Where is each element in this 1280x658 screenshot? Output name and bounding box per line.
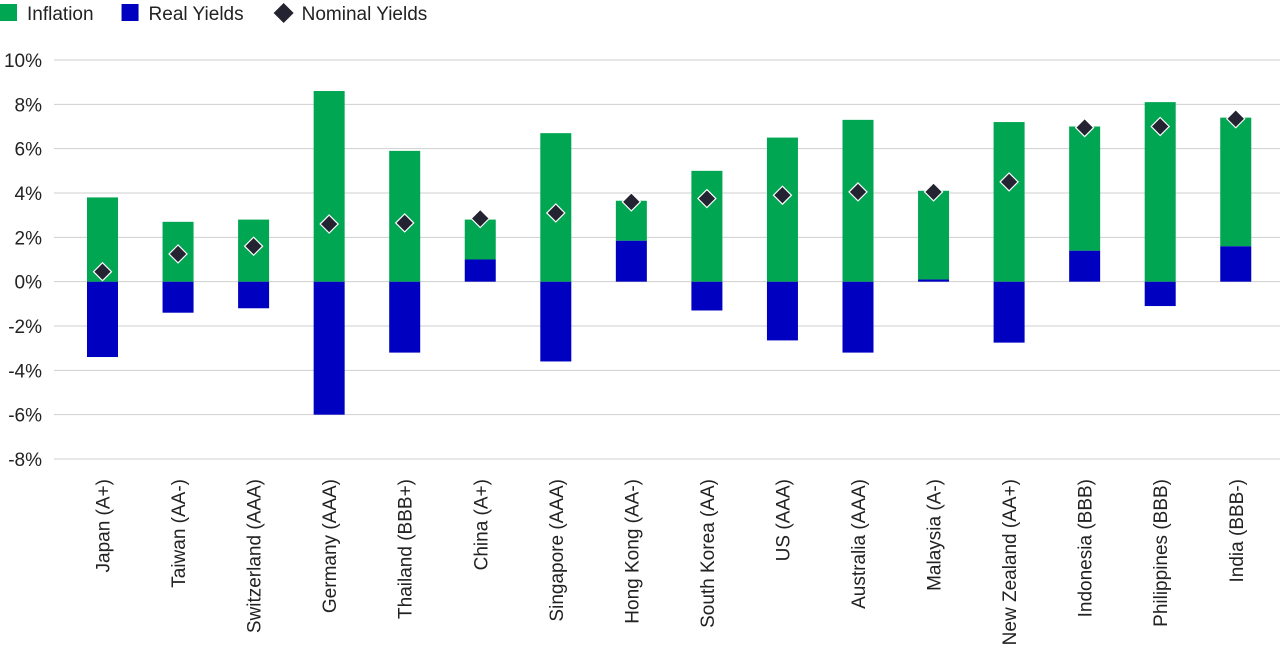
y-tick-label: 0% (15, 273, 43, 294)
real-yield-bar (993, 281, 1025, 343)
x-axis: Japan (A+) Taiwan (AA-) Switzerland (AAA) G… (94, 479, 1248, 645)
real-yield-bar (691, 281, 723, 311)
nominal-yield-marker (697, 188, 717, 209)
nominal-yield-marker (470, 208, 491, 229)
real-yield-bar (464, 259, 496, 282)
real-yield-bar (162, 281, 194, 313)
y-tick-label: 6% (15, 140, 43, 161)
y-tick-label: -8% (8, 450, 42, 471)
x-category-label: Taiwan (AA-) (169, 479, 190, 588)
legend-marker-nominal-yields (273, 3, 294, 23)
x-category-label: China (A+) (471, 479, 492, 570)
inflation-bar (766, 137, 798, 282)
y-axis: 10% 8% 6% 4% 2% 0% -2% -4% -6% -8% (4, 51, 42, 471)
nominal-yield-marker (999, 172, 1019, 192)
real-yield-bar (540, 281, 572, 362)
x-category-label: US (AAA) (773, 479, 794, 561)
nominal-yield-marker (1150, 116, 1171, 137)
nominal-yield-marker (243, 236, 264, 257)
real-yield-bar (615, 240, 647, 282)
x-category-label: India (BBB-) (1227, 479, 1248, 582)
x-category-label: South Korea (AA) (698, 479, 719, 628)
legend-label: Nominal Yields (302, 4, 428, 25)
x-category-label: Australia (AAA) (849, 479, 870, 609)
x-category-label: Malaysia (A-) (925, 479, 946, 591)
inflation-bar (1069, 126, 1101, 251)
inflation-bar (993, 122, 1025, 282)
legend-label: Real Yields (149, 4, 244, 25)
inflation-bar (918, 190, 950, 280)
x-category-label: Japan (A+) (94, 479, 115, 572)
nominal-yield-marker (319, 214, 339, 234)
real-yield-bar (389, 281, 421, 353)
real-yield-bar (238, 281, 270, 309)
x-category-label: Philippines (BBB) (1151, 479, 1172, 627)
legend-swatch (0, 4, 17, 21)
real-yield-bar (313, 281, 345, 415)
nominal-yield-marker (92, 261, 113, 282)
real-yield-bar (842, 281, 874, 353)
nominal-yield-marker (923, 182, 944, 202)
legend-swatch (121, 4, 139, 21)
y-tick-label: 10% (4, 51, 42, 72)
nominal-yield-marker (168, 244, 188, 264)
bars (87, 91, 1252, 415)
y-tick-label: -4% (8, 361, 42, 382)
nominal-markers (92, 108, 1246, 282)
inflation-bar (313, 91, 345, 282)
x-category-label: Indonesia (BBB) (1076, 479, 1097, 617)
nominal-yield-marker (772, 185, 793, 206)
legend-label: Inflation (27, 4, 94, 25)
real-yield-bar (87, 281, 118, 358)
real-yield-bar (918, 279, 950, 282)
y-tick-label: -2% (8, 317, 42, 338)
x-category-label: Singapore (AAA) (547, 479, 568, 622)
x-category-label: Germany (AAA) (320, 479, 341, 613)
x-category-label: Thailand (BBB+) (396, 479, 417, 619)
real-yield-bar (1144, 281, 1176, 307)
x-category-label: New Zealand (AA+) (1000, 479, 1021, 645)
nominal-yield-marker (545, 203, 566, 223)
y-tick-label: -6% (8, 406, 42, 427)
nominal-yield-marker (848, 182, 868, 202)
real-yield-bar (766, 281, 798, 341)
inflation-bar (1220, 117, 1252, 247)
inflation-bar (691, 170, 723, 282)
legend: Inflation Real Yields Nominal Yields (0, 3, 427, 25)
x-category-label: Hong Kong (AA-) (622, 479, 643, 624)
real-yield-bar (1069, 250, 1101, 282)
y-tick-label: 8% (15, 95, 43, 116)
y-tick-label: 2% (15, 228, 43, 249)
y-tick-label: 4% (15, 184, 43, 205)
real-yield-bar (1220, 246, 1252, 282)
nominal-yield-marker (394, 213, 415, 233)
nominal-yield-marker (1225, 108, 1246, 129)
nominal-yield-marker (1074, 117, 1095, 138)
nominal-yield-marker (621, 192, 642, 212)
x-category-label: Switzerland (AAA) (245, 479, 266, 633)
